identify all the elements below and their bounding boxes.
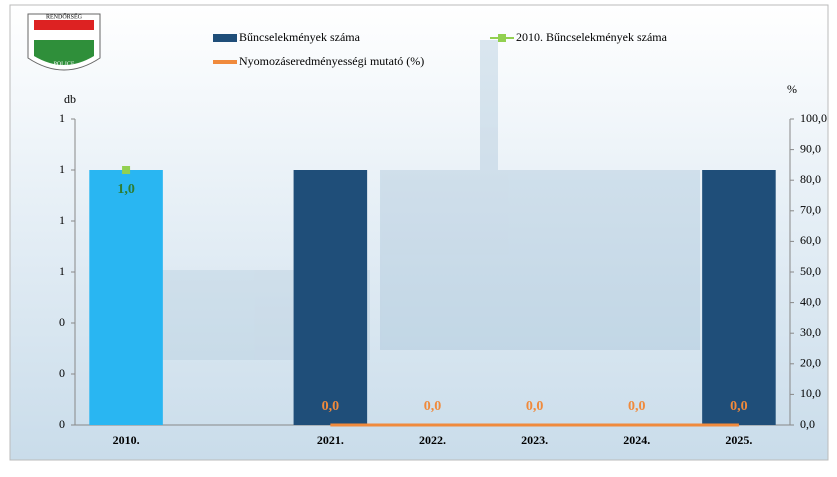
- legend-swatch: [498, 34, 506, 42]
- data-label: 0,0: [322, 399, 340, 414]
- y2-tick-label: 30,0: [800, 325, 821, 339]
- x-tick-label: 2021.: [317, 433, 344, 447]
- y-tick-label: 0: [59, 366, 65, 380]
- y-tick-label: 1: [59, 111, 65, 125]
- y-tick-label: 0: [59, 417, 65, 431]
- data-label: 0,0: [424, 399, 442, 414]
- legend-label: Nyomozáseredményességi mutató (%): [239, 54, 424, 68]
- y2-tick-label: 20,0: [800, 356, 821, 370]
- bar: [293, 170, 368, 425]
- y-tick-label: 1: [59, 213, 65, 227]
- y2-tick-label: 70,0: [800, 203, 821, 217]
- data-label: 0,0: [730, 399, 748, 414]
- data-label: 0,0: [526, 399, 544, 414]
- y2-tick-label: 100,0: [800, 111, 827, 125]
- y-tick-label: 1: [59, 264, 65, 278]
- y2-tick-label: 40,0: [800, 294, 821, 308]
- x-tick-label: 2024.: [623, 433, 650, 447]
- y2-tick-label: 50,0: [800, 264, 821, 278]
- x-tick-label: 2022.: [419, 433, 446, 447]
- y2-tick-label: 10,0: [800, 386, 821, 400]
- logo-top-text: RENDŐRSÉG: [46, 12, 83, 20]
- marker: [122, 166, 131, 174]
- x-tick-label: 2023.: [521, 433, 548, 447]
- x-tick-label: 2010.: [113, 433, 140, 447]
- bar: [89, 170, 163, 425]
- y2-axis-title: %: [787, 82, 797, 96]
- y2-tick-label: 80,0: [800, 172, 821, 186]
- data-label: 1,0: [117, 182, 135, 197]
- y-axis-title: db: [64, 92, 76, 106]
- legend-label: 2010. Bűncselekmények száma: [516, 30, 668, 44]
- x-tick-label: 2025.: [725, 433, 752, 447]
- y2-tick-label: 60,0: [800, 233, 821, 247]
- y2-tick-label: 0,0: [800, 417, 815, 431]
- logo: RENDŐRSÉG POLICE: [27, 12, 101, 71]
- y2-tick-label: 90,0: [800, 141, 821, 155]
- y-tick-label: 0: [59, 315, 65, 329]
- legend-label: Bűncselekmények száma: [239, 30, 361, 44]
- legend-swatch: [213, 34, 237, 42]
- logo-bottom-text: POLICE: [54, 61, 75, 67]
- y-tick-label: 1: [59, 162, 65, 176]
- data-label: 0,0: [628, 399, 646, 414]
- bar: [702, 170, 776, 425]
